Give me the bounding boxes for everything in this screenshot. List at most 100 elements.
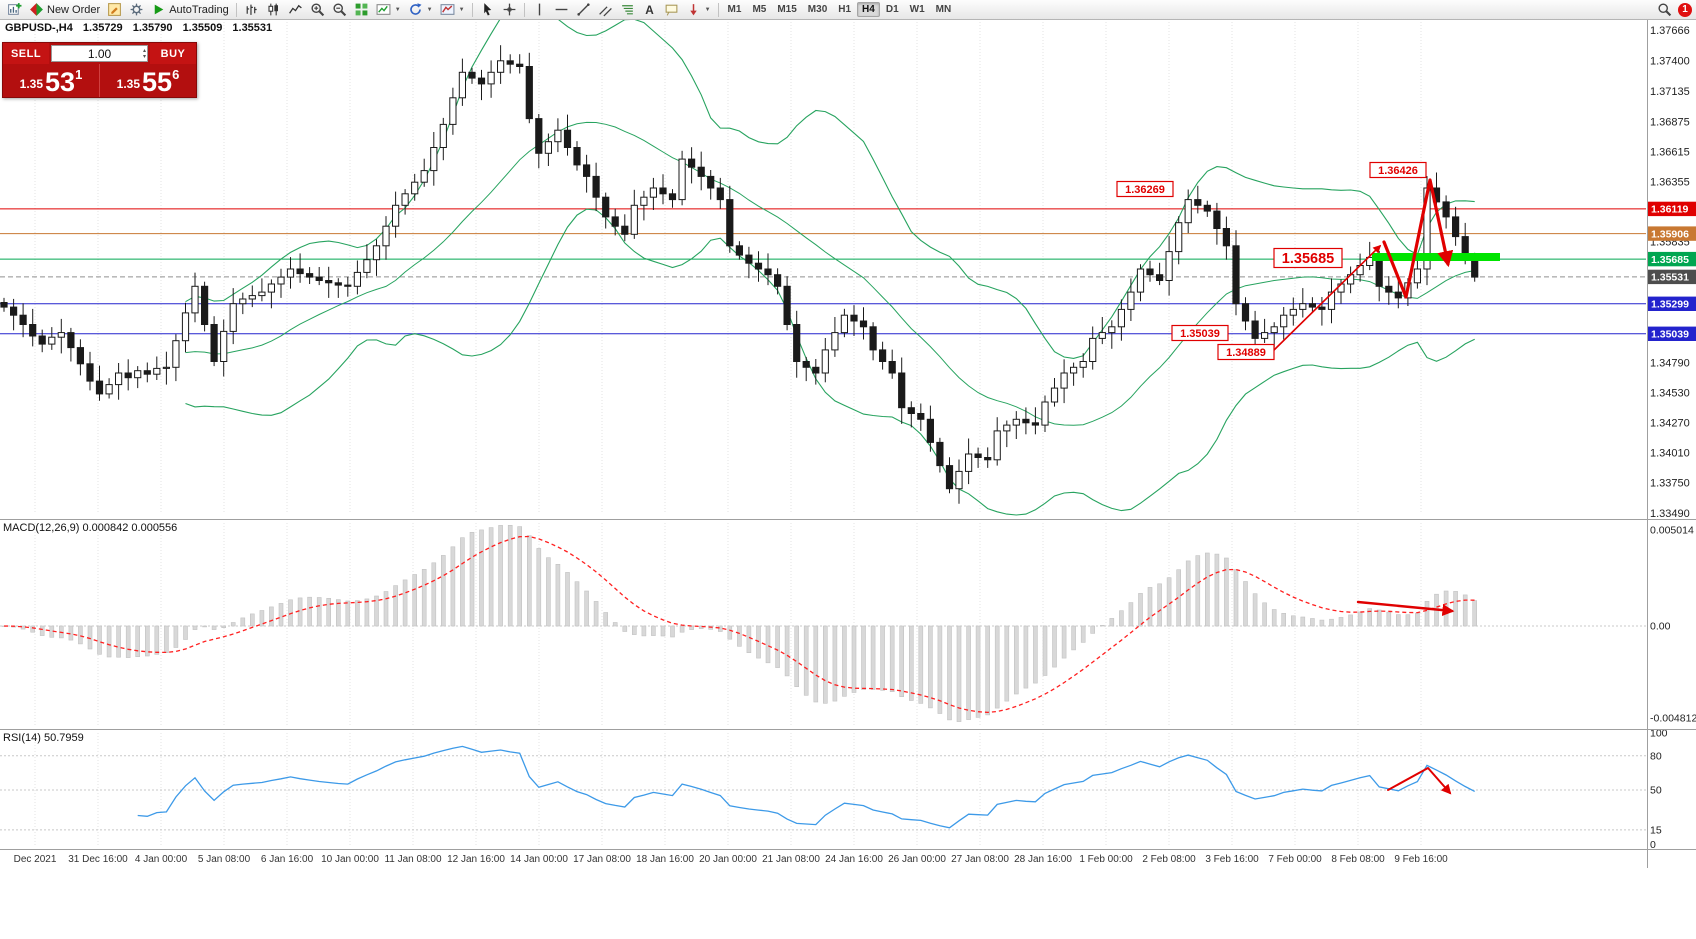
arrows-button[interactable]: ▼ [683, 0, 714, 19]
svg-text:8 Feb 08:00: 8 Feb 08:00 [1331, 854, 1385, 865]
quote-open: 1.35729 [82, 22, 123, 34]
timeframe-m1[interactable]: M1 [727, 4, 742, 15]
options-button[interactable] [126, 0, 147, 19]
svg-text:9 Feb 16:00: 9 Feb 16:00 [1394, 854, 1448, 865]
vertical-line-button[interactable] [529, 0, 550, 19]
svg-text:1.37400: 1.37400 [1650, 56, 1690, 68]
autotrading-button[interactable]: AutoTrading [148, 0, 232, 19]
new-chart-icon [7, 2, 22, 17]
trendline-button[interactable] [573, 0, 594, 19]
timeframe-d1[interactable]: D1 [885, 4, 899, 15]
svg-text:17 Jan 08:00: 17 Jan 08:00 [573, 854, 631, 865]
annotation-arrow [1271, 244, 1382, 353]
volume-input[interactable]: 1.00 ▴ ▾ [51, 45, 148, 62]
tile-windows-button[interactable] [351, 0, 372, 19]
timeframe-h4[interactable]: H4 [857, 2, 880, 17]
sell-button[interactable]: SELL [3, 43, 49, 64]
svg-text:20 Jan 00:00: 20 Jan 00:00 [699, 854, 757, 865]
time-axis[interactable]: Dec 2021 31 Dec 16:00 4 Jan 00:00 5 Jan 08:… [14, 854, 1449, 865]
toolbar-separator [717, 2, 719, 17]
label-button[interactable] [661, 0, 682, 19]
templates-button[interactable]: ▼ [437, 0, 468, 19]
timeframe-m5[interactable]: M5 [752, 4, 767, 15]
svg-text:50: 50 [1650, 785, 1662, 797]
channel-button[interactable] [595, 0, 616, 19]
svg-text:24 Jan 16:00: 24 Jan 16:00 [825, 854, 883, 865]
quote-close: 1.35531 [232, 22, 273, 34]
chart-quote-header: GBPUSD-,H4 1.35729 1.35790 1.35509 1.355… [5, 22, 279, 34]
horizontal-line-button[interactable] [551, 0, 572, 19]
one-click-trading-panel: SELL 1.00 ▴ ▾ BUY 1.35 53 1 1.35 55 6 [2, 42, 197, 98]
line-chart-button[interactable] [285, 0, 306, 19]
svg-text:80: 80 [1650, 750, 1662, 762]
svg-text:31 Dec 16:00: 31 Dec 16:00 [68, 854, 128, 865]
volume-value: 1.00 [87, 46, 112, 61]
autotrading-button-label: AutoTrading [169, 3, 229, 16]
zoom-in-button[interactable] [307, 0, 328, 19]
metaeditor-button[interactable] [104, 0, 125, 19]
macd-panel[interactable] [0, 524, 1646, 722]
search-button[interactable] [1654, 0, 1675, 19]
svg-text:1.33490: 1.33490 [1650, 508, 1690, 520]
macd-label: MACD(12,26,9) 0.000842 0.000556 [3, 522, 177, 534]
svg-text:Dec 2021: Dec 2021 [14, 854, 57, 865]
label-icon [664, 2, 679, 17]
cursor-button[interactable] [477, 0, 498, 19]
chart-annotations: 1.36269 1.36426 1.35685 1.35039 1.34889 [1116, 161, 1500, 795]
timeframe-m30[interactable]: M30 [807, 4, 828, 15]
svg-text:15: 15 [1650, 824, 1662, 836]
zoom-in-icon [310, 2, 325, 17]
sell-price: 1.35 53 1 [3, 64, 99, 97]
new-chart-button[interactable] [4, 0, 25, 19]
candle-chart-button[interactable] [263, 0, 284, 19]
svg-text:1.37666: 1.37666 [1650, 25, 1690, 37]
main-chart[interactable] [0, 0, 1646, 516]
indicators-button[interactable]: ▼ [373, 0, 404, 19]
svg-text:1.34790: 1.34790 [1650, 357, 1690, 369]
annotation-price-label: 1.36426 [1378, 165, 1418, 177]
periods-button[interactable]: ▼ [405, 0, 436, 19]
templates-icon [440, 2, 455, 17]
chevron-down-icon: ▼ [458, 6, 465, 13]
annotation-arrow [1356, 600, 1455, 617]
symbol-period: GBPUSD-,H4 [5, 22, 73, 34]
toolbar-separator [471, 2, 473, 17]
svg-text:1.33750: 1.33750 [1650, 478, 1690, 490]
annotation-arrow [1382, 178, 1454, 299]
toolbar: New Order AutoTrading ▼ ▼ ▼ A ▼ M1 M5 M15 M30 H1 H4 D… [0, 0, 1696, 20]
crosshair-button[interactable] [499, 0, 520, 19]
sell-price-small: 1.35 [19, 77, 44, 91]
zoom-out-button[interactable] [329, 0, 350, 19]
timeframe-w1[interactable]: W1 [909, 4, 925, 15]
svg-text:1.34530: 1.34530 [1650, 388, 1690, 400]
fibonacci-icon [620, 2, 635, 17]
svg-text:1.37135: 1.37135 [1650, 86, 1690, 98]
zoom-out-icon [332, 2, 347, 17]
timeframe-m15[interactable]: M15 [777, 4, 797, 15]
timeframe-h1[interactable]: H1 [838, 4, 852, 15]
svg-text:1.35039: 1.35039 [1651, 329, 1689, 341]
buy-button[interactable]: BUY [150, 43, 196, 64]
bar-chart-button[interactable] [241, 0, 262, 19]
svg-text:1.35685: 1.35685 [1651, 254, 1689, 266]
timeframe-mn[interactable]: MN [935, 4, 952, 15]
svg-text:2 Feb 08:00: 2 Feb 08:00 [1142, 854, 1196, 865]
svg-text:-0.004812: -0.004812 [1650, 713, 1696, 725]
annotation-price-label: 1.35039 [1180, 328, 1220, 340]
notification-badge[interactable]: 1 [1678, 2, 1692, 17]
rsi-panel[interactable] [0, 745, 1646, 831]
svg-text:6 Jan 16:00: 6 Jan 16:00 [261, 854, 314, 865]
fibonacci-button[interactable] [617, 0, 638, 19]
svg-text:4 Jan 00:00: 4 Jan 00:00 [135, 854, 188, 865]
new-order-button[interactable]: New Order [26, 0, 103, 19]
options-icon [129, 2, 144, 17]
quote-high: 1.35790 [132, 22, 173, 34]
sell-price-sup: 1 [75, 67, 83, 82]
svg-text:1.35299: 1.35299 [1651, 299, 1689, 311]
svg-text:14 Jan 00:00: 14 Jan 00:00 [510, 854, 568, 865]
svg-text:0.005014: 0.005014 [1650, 525, 1694, 537]
volume-spinner[interactable]: ▴ ▾ [142, 47, 146, 60]
price-axis[interactable]: 1.37666 1.37400 1.37135 1.36875 1.36615 1.363… [1648, 25, 1696, 851]
text-button[interactable]: A [639, 0, 660, 19]
